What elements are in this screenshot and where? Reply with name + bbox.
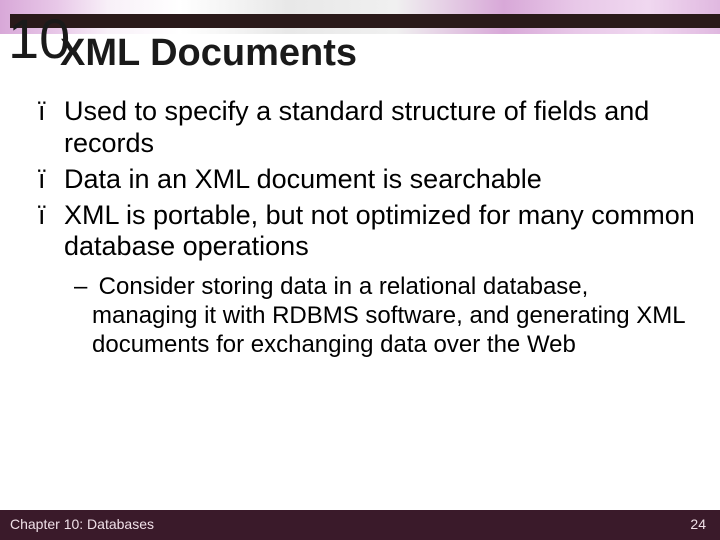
bullet-item: ïXML is portable, but not optimized for … — [38, 200, 700, 264]
bullet-marker-icon: ï — [38, 200, 64, 232]
bullet-text: XML is portable, but not optimized for m… — [64, 200, 695, 262]
top-bar — [10, 14, 720, 28]
bullet-text: Used to specify a standard structure of … — [64, 96, 649, 158]
footer-page-number: 24 — [690, 516, 706, 532]
sub-bullet-item: – Consider storing data in a relational … — [38, 273, 700, 359]
slide: 10 XML Documents ïUsed to specify a stan… — [0, 0, 720, 540]
slide-footer: Chapter 10: Databases 24 — [0, 510, 720, 540]
sub-bullet-text: Consider storing data in a relational da… — [92, 273, 685, 358]
slide-content: ïUsed to specify a standard structure of… — [38, 96, 700, 360]
bullet-text: Data in an XML document is searchable — [64, 164, 542, 194]
footer-chapter-label: Chapter 10: Databases — [10, 516, 154, 532]
bullet-item: ïUsed to specify a standard structure of… — [38, 96, 700, 160]
sub-bullet-marker-icon: – — [74, 273, 92, 302]
slide-title: XML Documents — [60, 32, 357, 75]
bullet-marker-icon: ï — [38, 96, 64, 128]
bullet-marker-icon: ï — [38, 164, 64, 196]
bullet-item: ïData in an XML document is searchable — [38, 164, 700, 196]
